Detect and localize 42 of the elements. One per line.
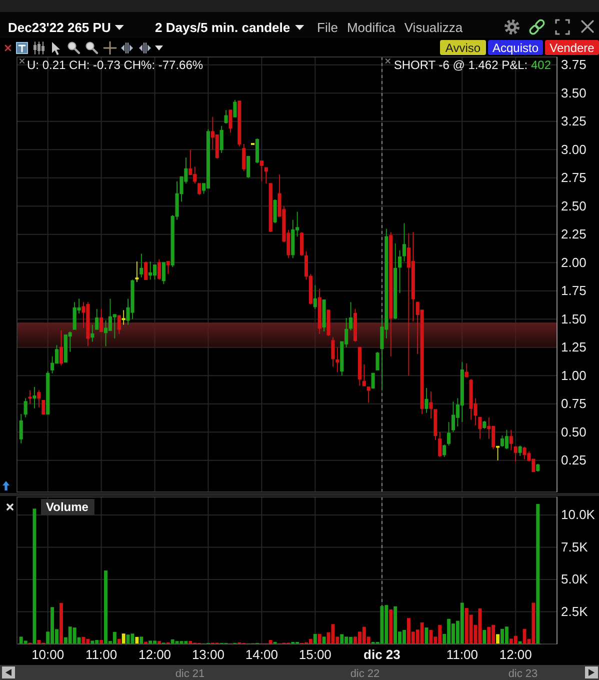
y-tick-label: 5.0K — [561, 572, 588, 587]
x-tick-label: 14:00 — [245, 647, 278, 662]
y-tick-label: 0.25 — [561, 452, 586, 468]
chart-title: Volume — [46, 500, 89, 514]
x-tick-label: dic 23 — [364, 647, 400, 662]
y-tick-label: 0.50 — [561, 424, 586, 440]
text: dic 22 — [350, 668, 380, 680]
annotation: U: 0.21 CH: -0.73 CH%: -77.66% — [27, 58, 204, 72]
y-tick-label: 10.0K — [561, 507, 596, 522]
text: Vendere — [550, 41, 595, 55]
text: dic 21 — [175, 668, 205, 680]
y-tick-label: 1.75 — [561, 283, 586, 298]
annotation: SHORT -6 @ 1.462 P&L: 402 — [394, 58, 552, 72]
x-tick-label: 10:00 — [32, 647, 64, 662]
text: dic 23 — [508, 668, 538, 680]
x-tick-label: 12:00 — [499, 647, 532, 662]
y-tick-label: 7.5K — [561, 539, 588, 554]
chart-title: Dec23'22 265 PU — [8, 20, 111, 35]
text: Acquisto — [492, 41, 539, 55]
y-tick-label: 2.75 — [561, 170, 586, 186]
y-tick-label: 2.00 — [561, 254, 586, 270]
y-tick-label: 3.25 — [561, 114, 586, 129]
x-tick-label: 15:00 — [298, 647, 332, 662]
y-tick-label: 3.75 — [561, 57, 586, 72]
x-tick-label: 11:00 — [446, 647, 478, 662]
y-tick-label: 2.25 — [561, 226, 586, 242]
chart-subtitle: 2 Days/5 min. candele — [155, 20, 290, 35]
y-tick-label: 1.00 — [561, 368, 586, 383]
y-tick-label: 0.75 — [561, 396, 586, 412]
text: Avviso — [445, 41, 481, 55]
y-tick-label: 3.00 — [561, 142, 586, 157]
text: Visualizza — [404, 20, 464, 35]
y-tick-label: 2.50 — [561, 198, 586, 214]
x-tick-label: 12:00 — [138, 647, 172, 662]
x-tick-label: 11:00 — [86, 647, 118, 662]
text: Modifica — [346, 20, 396, 35]
y-tick-label: 2.5K — [561, 604, 588, 619]
x-tick-label: 13:00 — [192, 647, 224, 662]
text: File — [317, 20, 338, 35]
y-tick-label: 1.25 — [561, 340, 586, 355]
y-tick-label: 3.50 — [561, 85, 586, 100]
y-tick-label: 1.50 — [561, 311, 586, 326]
